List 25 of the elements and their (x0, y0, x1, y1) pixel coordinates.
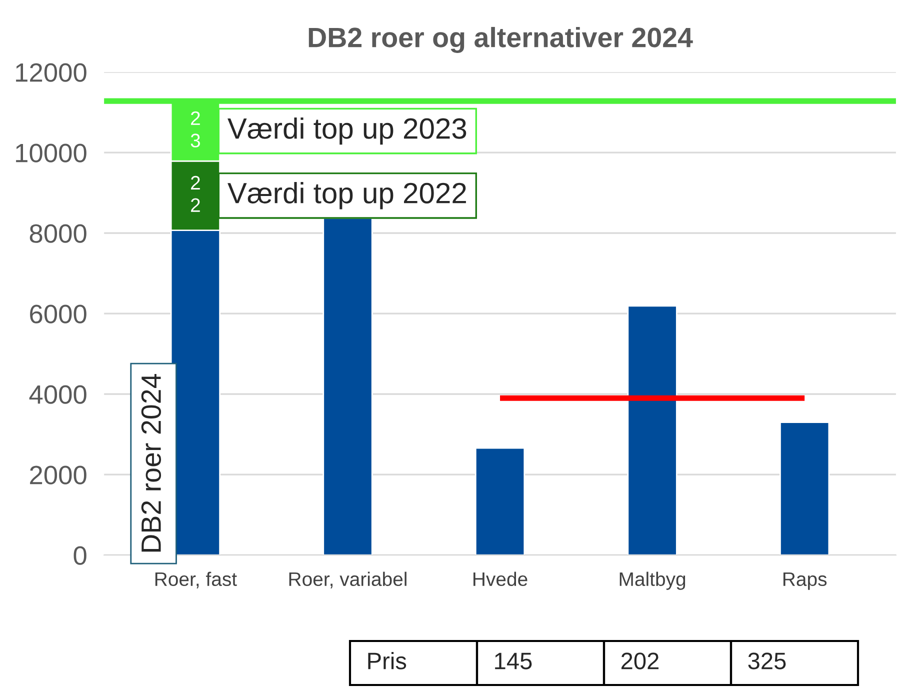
chart-title: DB2 roer og alternativer 2024 (308, 26, 693, 53)
x-tick-label: Maltbyg (620, 572, 686, 590)
series-label: Værdi top up 2022 (228, 182, 466, 210)
text: 145 (495, 652, 532, 670)
x-tick-label: Hvede (474, 572, 528, 586)
y-tick-label: 6000 (30, 304, 86, 324)
text: Pris (368, 652, 406, 670)
annotation: 2 2 (191, 176, 200, 212)
annotation: 2 3 (190, 111, 200, 148)
text: 325 (748, 652, 786, 670)
y-tick-label: 2000 (30, 466, 86, 484)
y-tick-label: 4000 (29, 385, 86, 404)
bar (474, 447, 526, 556)
series-label: Værdi top up 2023 (228, 117, 466, 145)
x-tick-label: Roer, fast (155, 572, 237, 588)
y-tick-label: 8000 (30, 224, 86, 243)
bar (627, 305, 678, 556)
y-tick-label: 12000 (16, 63, 86, 82)
y-tick-label: 0 (74, 546, 86, 565)
x-tick-label: Raps (783, 572, 827, 590)
text: 202 (621, 652, 658, 670)
x-tick-label: Roer, variabel (289, 572, 406, 588)
y-tick-label: 10000 (16, 144, 86, 162)
text: DB2 roer 2024 (141, 374, 162, 552)
bar (780, 422, 830, 556)
